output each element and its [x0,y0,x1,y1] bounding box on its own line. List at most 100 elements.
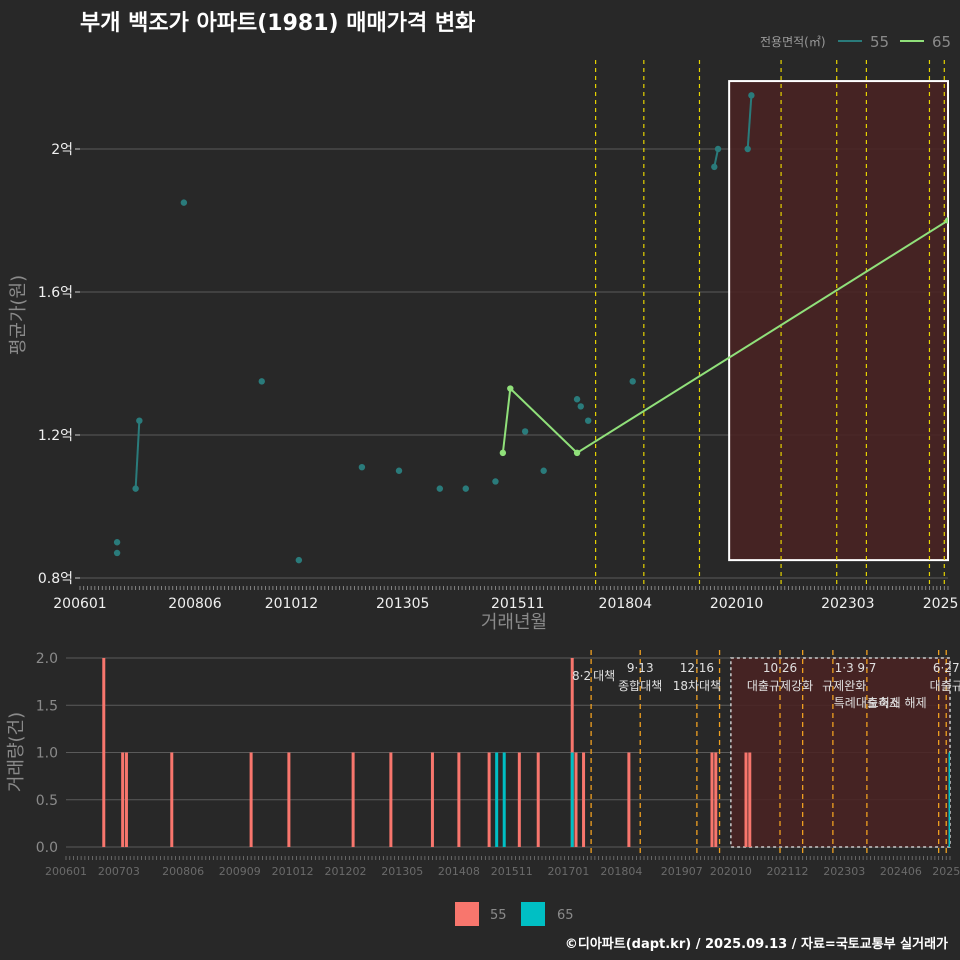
policy-name-label: 종합대책 [618,678,662,693]
chart-title: 부개 백조가 아파트(1981) 매매가격 변화 [80,11,475,36]
policy-date-label: 6·27 [933,661,960,675]
series-65-point [573,449,581,457]
bar-x-tick-label: 201804 [600,865,642,878]
bar-55 [487,752,491,847]
series-55-point [540,467,547,474]
x-tick-label: 202010 [710,596,763,612]
x-tick-label: 202303 [821,596,874,612]
policy-date-label: 1·3 [835,661,854,675]
bar-x-tick-label: 200806 [162,865,204,878]
x-tick-label: 2025 [923,596,959,612]
bar-legend-swatch-65 [521,902,545,926]
series-55-point [521,428,529,435]
bar-legend-label-65: 65 [557,908,574,923]
policy-date-label: 8·2 [572,669,591,683]
series-55-point [113,549,121,557]
y-tick-label: 2억 [51,142,73,158]
legend-label-65: 65 [932,33,951,51]
bar-55 [249,752,253,847]
bar-y-tick-label: 1.0 [36,746,58,762]
bar-55 [748,752,752,847]
x-tick-label: 201804 [599,596,653,612]
bar-55 [430,752,434,847]
legend-label-55: 55 [870,33,889,51]
bar-55 [102,658,106,847]
bar-x-tick-label: 2025 [932,865,960,878]
series-55-point [395,467,403,474]
bar-55 [351,752,355,847]
series-55-point [584,417,592,424]
y-tick-label: 1.2억 [38,428,73,444]
y-axis-label: 평균가(원) [8,275,29,355]
bar-highlight-box [730,657,951,848]
policy-date-label: 9·13 [627,661,654,675]
policy-name-label: 대출규 [930,679,960,693]
bar-55 [574,752,578,847]
bar-55 [121,752,125,847]
bar-x-tick-label: 202010 [710,865,752,878]
top-plot: 0.8억 1.2억 1.6억 2억 200601 200806 201012 201305 20… [8,33,958,633]
policy-date-label: 9·7 [857,661,876,675]
footer-credit: ©디아파트(dapt.kr) / 2025.09.13 / 자료=국토교통부 실… [565,936,948,952]
bar-x-tick-label: 202406 [880,865,922,878]
series-55-point [629,378,636,385]
bar-65 [948,752,950,847]
series-55-point [358,463,366,471]
policy-name-label: 특례대출축소 [834,696,900,710]
series-layer [113,92,948,564]
bar-55 [710,752,714,847]
series-55-point [492,478,499,485]
series-55-point [714,145,722,153]
policy-name-label: 토허제 해제 [868,696,927,710]
series-55-line [746,95,753,150]
series-65-line [501,219,948,455]
policy-name-label: 18차대책 [673,678,721,693]
series-55-point [744,145,751,153]
x-tick-label: 201511 [491,596,544,612]
bar-x-tick-label: 201012 [272,865,314,878]
bar-x-tick-label: 201305 [381,865,423,878]
series-55-point [295,556,303,564]
y-tick-label: 0.8억 [38,571,73,587]
bar-x-tick-label: 201511 [491,865,533,878]
series-55-point [711,163,718,171]
series-55-point [113,539,121,546]
series-55-line [134,420,141,489]
bar-55 [287,752,291,847]
series-55-point [573,396,581,403]
x-tick-label: 201012 [265,596,318,612]
bar-55 [536,752,540,847]
bar-55 [714,752,718,847]
x-tick-label: 200806 [168,596,222,612]
series-55-point [462,485,469,492]
bar-layer [102,658,950,847]
legend-title: 전용면적(㎡) [760,35,826,49]
bar-y-tick-label: 1.5 [36,698,58,714]
x-axis-label: 거래년월 [481,612,547,633]
bar-55 [170,752,174,847]
bar-x-tick-label: 201701 [547,865,589,878]
bar-x-tick-label: 202303 [823,865,865,878]
series-65-point [507,385,514,392]
bottom-plot: 0.0 0.5 1.0 1.5 2.0 8·2 대책 9·13 종합대책 12·16 18차대책 10… [6,650,960,926]
x-tick-label: 200601 [53,596,106,612]
x-tick-label: 201305 [376,596,429,612]
bar-55 [124,752,128,847]
series-55-point [136,417,143,424]
bar-55 [517,752,521,847]
bar-legend-label-55: 55 [490,908,507,923]
bar-65 [495,752,499,847]
bar-65 [570,752,574,847]
y-tick-label: 1.6억 [38,285,73,301]
series-55-point [180,199,188,206]
policy-date-label: 12·16 [680,661,714,675]
bar-65 [502,752,506,847]
bar-55 [389,752,393,847]
series-65-point [944,217,948,224]
policy-name-label: 규제완화 [822,679,866,693]
bar-y-tick-label: 0.0 [36,840,58,856]
bar-y-tick-label: 2.0 [36,651,58,667]
series-55-point [748,92,755,99]
bar-x-tick-label: 200909 [219,865,261,878]
series-65-point [499,449,507,457]
